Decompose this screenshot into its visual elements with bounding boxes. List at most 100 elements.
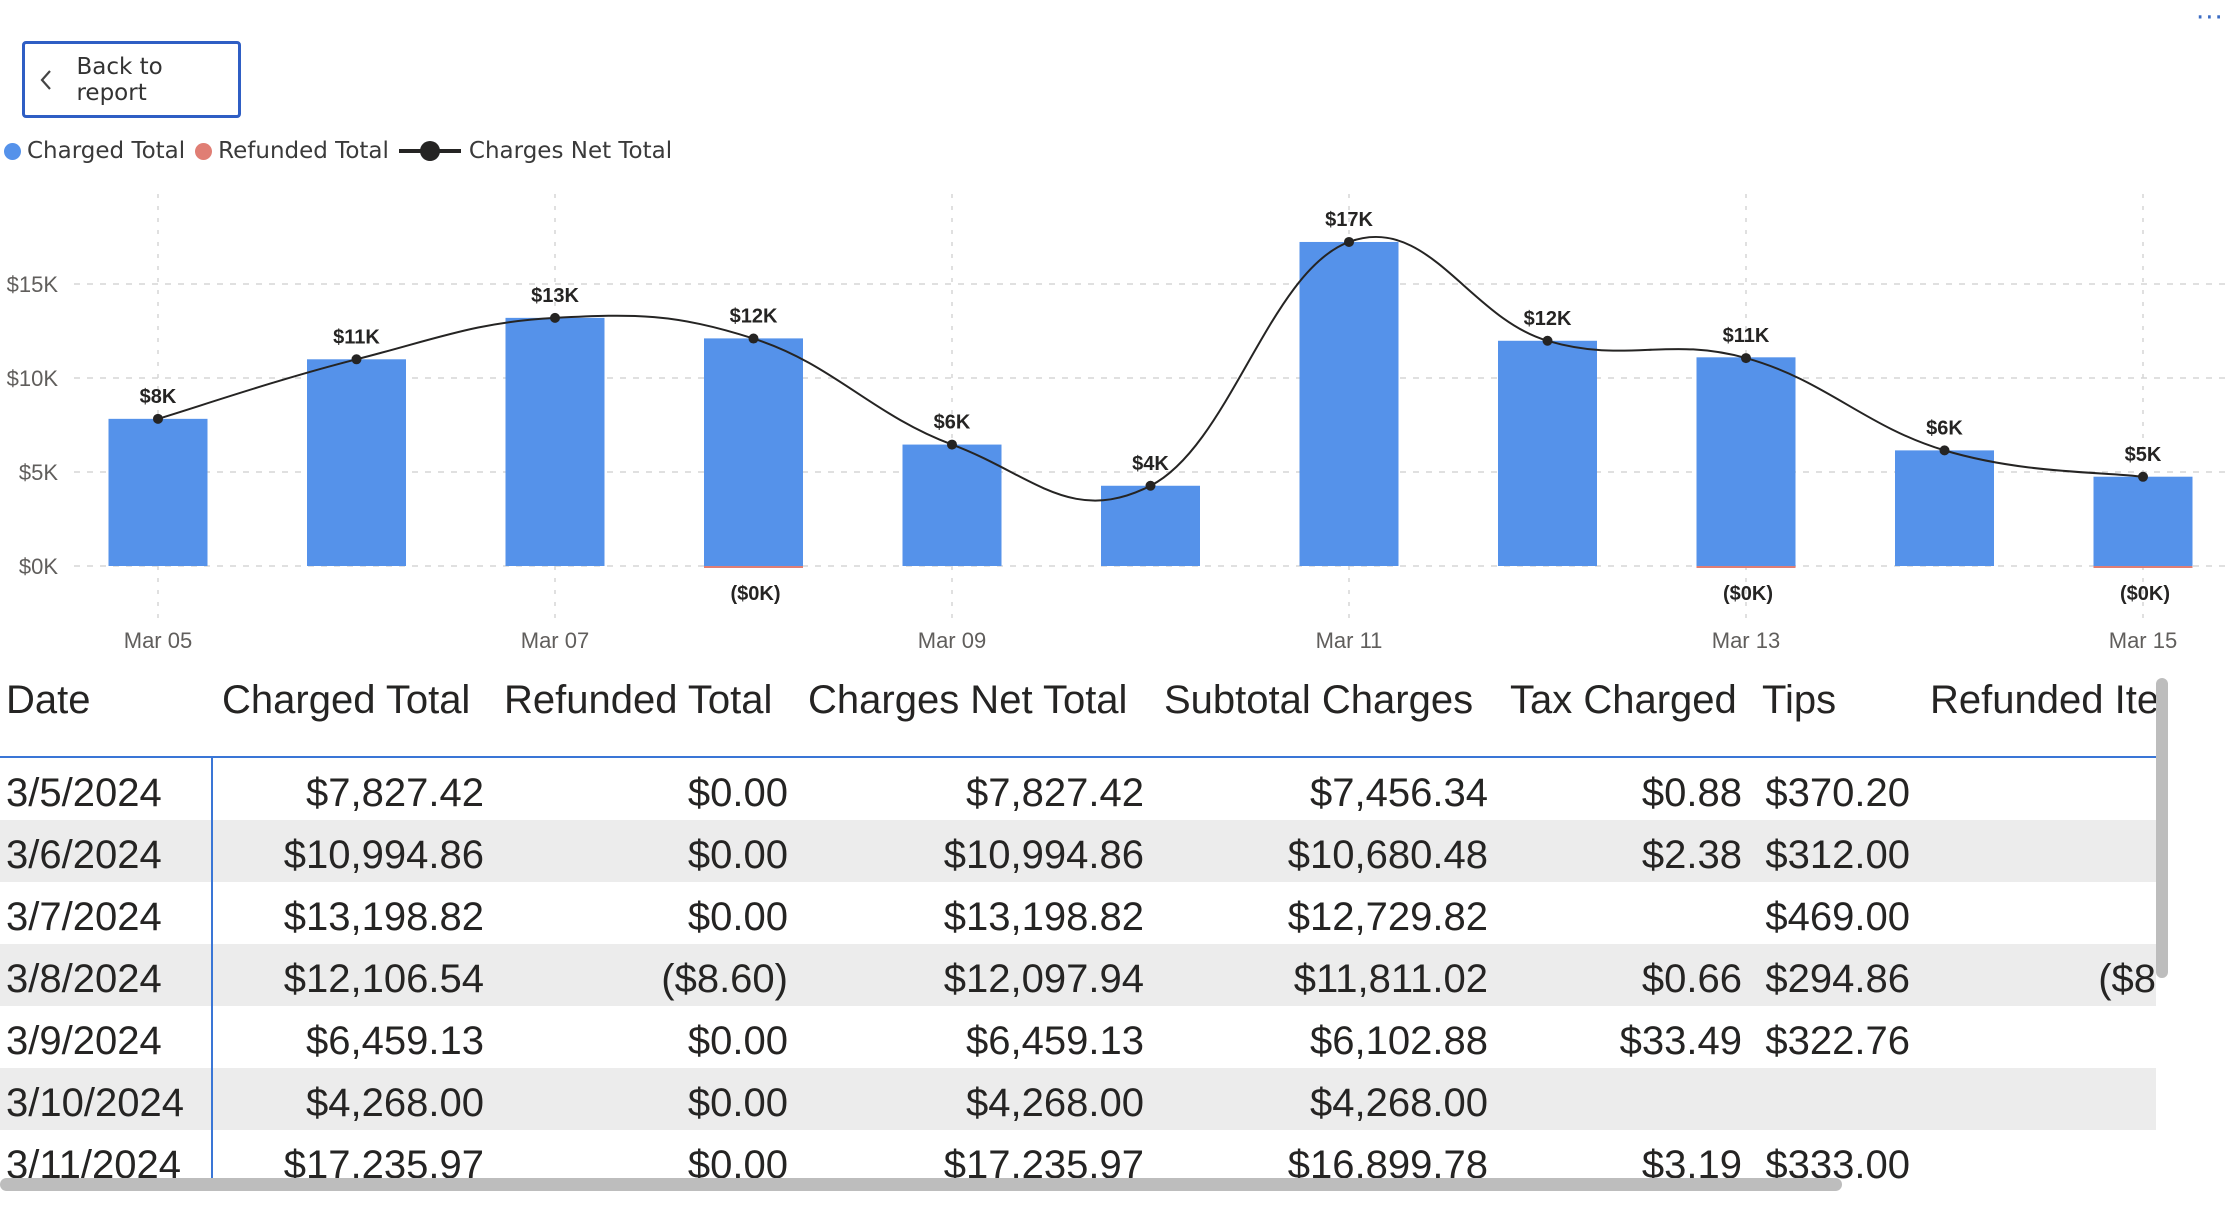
table-row[interactable]: 3/10/2024 $4,268.00 $0.00 $4,268.00 $4,268.0… bbox=[0, 1068, 2156, 1130]
table-cell-date: 3/5/2024 bbox=[6, 771, 162, 815]
table-row[interactable]: 3/5/2024 $7,827.42 $0.00 $7,827.42 $7,456.34… bbox=[0, 758, 2156, 820]
bar-refunded-total bbox=[1696, 566, 1796, 568]
table-cell-refunded-total: $0.00 bbox=[687, 1143, 788, 1180]
bar-charged-total bbox=[1101, 485, 1200, 566]
table-cell-tips: $294.86 bbox=[1765, 957, 1910, 1001]
point-charges-net-total bbox=[550, 312, 560, 323]
table-cell-date: 3/6/2024 bbox=[6, 833, 162, 877]
table-cell-charged-total: $17,235.97 bbox=[283, 1143, 484, 1180]
table-cell-date: 3/10/2024 bbox=[6, 1081, 184, 1125]
table-cell-refunded-ite: ($8 bbox=[2098, 957, 2156, 1001]
data-label-net-total: $6K bbox=[934, 412, 971, 434]
table-row[interactable]: 3/8/2024 $12,106.54 ($8.60) $12,097.94 $11,8… bbox=[0, 944, 2156, 1006]
table-row[interactable]: 3/6/2024 $10,994.86 $0.00 $10,994.86 $10,680… bbox=[0, 820, 2156, 882]
table-cell-refunded-total: $0.00 bbox=[687, 771, 788, 815]
legend-label: Charged Total bbox=[27, 138, 186, 164]
table-cell-tax-charged: $33.49 bbox=[1619, 1019, 1742, 1063]
daily-charges-chart: $0K $5K $10K $15K Mar 05 Mar 07 Mar 09 Mar 11 Ma… bbox=[7, 194, 2228, 653]
table-cell-refunded-ite bbox=[1930, 758, 2156, 820]
table-cell-refunded-ite bbox=[1930, 1130, 2156, 1180]
bar-charged-total bbox=[307, 359, 406, 566]
bar-refunded-total bbox=[2093, 566, 2193, 568]
table-cell-charged-total: $12,106.54 bbox=[283, 957, 484, 1001]
bar-charged-total bbox=[704, 338, 803, 566]
table-cell-charges-net-total: $12,097.94 bbox=[943, 957, 1144, 1001]
table-cell-refunded-total: $0.00 bbox=[687, 1019, 788, 1063]
column-header-refunded-ite[interactable]: Refunded Ite bbox=[1930, 678, 2160, 722]
legend-swatch-refunded bbox=[195, 142, 213, 160]
legend-item-charges-net-total[interactable]: Charges Net Total bbox=[398, 138, 673, 164]
bar-charged-total bbox=[1696, 357, 1796, 566]
point-charges-net-total bbox=[153, 413, 163, 424]
back-to-report-button[interactable]: Back to report bbox=[22, 41, 241, 118]
column-header-date[interactable]: Date bbox=[6, 678, 91, 722]
legend-item-refunded-total[interactable]: Refunded Total bbox=[195, 138, 389, 164]
point-charges-net-total bbox=[1939, 445, 1950, 456]
table-row[interactable]: 3/11/2024 $17,235.97 $0.00 $17,235.97 $16,89… bbox=[0, 1130, 2156, 1180]
bar-refunded-total bbox=[704, 566, 803, 568]
table-row[interactable]: 3/7/2024 $13,198.82 $0.00 $13,198.82 $12,729… bbox=[0, 882, 2156, 944]
table-cell-tips bbox=[1762, 1068, 1910, 1130]
bar-charged-total bbox=[1299, 241, 1399, 567]
data-label-net-total: $11K bbox=[333, 326, 380, 348]
table-cell-refunded-total: $0.00 bbox=[687, 833, 788, 877]
point-charges-net-total bbox=[1344, 236, 1354, 247]
bar-charged-total bbox=[902, 444, 1002, 566]
bar-charged-total bbox=[505, 317, 605, 566]
x-tick-label: Mar 11 bbox=[1316, 628, 1383, 653]
data-label-net-total: $4K bbox=[1132, 453, 1169, 475]
column-header-subtotal-charges[interactable]: Subtotal Charges bbox=[1164, 678, 1474, 722]
header-divider bbox=[0, 756, 2156, 758]
data-label-net-total: $5K bbox=[2125, 444, 2162, 466]
column-header-charged-total[interactable]: Charged Total bbox=[222, 678, 471, 722]
chevron-left-icon bbox=[39, 69, 76, 91]
table-cell-subtotal-charges: $12,729.82 bbox=[1287, 895, 1488, 939]
data-label-net-total: $8K bbox=[140, 386, 177, 408]
table-cell-tax-charged: $0.88 bbox=[1641, 771, 1742, 815]
table-cell-date: 3/8/2024 bbox=[6, 957, 162, 1001]
bar-charged-total bbox=[1895, 450, 1994, 566]
y-tick-label: $10K bbox=[7, 366, 59, 391]
legend-swatch-net bbox=[398, 141, 461, 161]
data-label-net-total: $17K bbox=[1325, 209, 1373, 231]
row-header-divider bbox=[211, 757, 213, 1180]
legend-swatch-charged bbox=[4, 142, 21, 160]
table-cell-charges-net-total: $4,268.00 bbox=[966, 1081, 1144, 1125]
table-cell-tips: $322.76 bbox=[1765, 1019, 1910, 1063]
table-cell-tips: $333.00 bbox=[1765, 1143, 1910, 1180]
table-cell-subtotal-charges: $6,102.88 bbox=[1310, 1019, 1488, 1063]
table-cell-subtotal-charges: $16,899.78 bbox=[1287, 1143, 1488, 1180]
table-cell-subtotal-charges: $11,811.02 bbox=[1293, 957, 1488, 1001]
table-cell-charged-total: $7,827.42 bbox=[306, 771, 484, 815]
table-cell-date: 3/11/2024 bbox=[6, 1143, 181, 1180]
vertical-scrollbar[interactable] bbox=[2156, 678, 2168, 978]
table-cell-tax-charged bbox=[1508, 1068, 1742, 1130]
table-cell-refunded-ite bbox=[1930, 1068, 2156, 1130]
table-cell-tips: $370.20 bbox=[1765, 771, 1910, 815]
x-tick-label: Mar 07 bbox=[521, 628, 589, 653]
column-header-refunded-total[interactable]: Refunded Total bbox=[504, 678, 773, 722]
column-header-charges-net-total[interactable]: Charges Net Total bbox=[808, 678, 1128, 722]
table-cell-refunded-total: $0.00 bbox=[687, 1081, 788, 1125]
column-header-tax-charged[interactable]: Tax Charged bbox=[1510, 678, 1737, 722]
data-label-refunded: ($0K) bbox=[730, 583, 780, 605]
legend-label: Refunded Total bbox=[218, 138, 389, 164]
column-header-tips[interactable]: Tips bbox=[1762, 678, 1837, 722]
y-tick-label: $15K bbox=[7, 272, 59, 297]
table-cell-refunded-total: ($8.60) bbox=[661, 957, 788, 1001]
table-row[interactable]: 3/9/2024 $6,459.13 $0.00 $6,459.13 $6,102.88… bbox=[0, 1006, 2156, 1068]
table-cell-subtotal-charges: $7,456.34 bbox=[1310, 771, 1488, 815]
more-options-button[interactable]: ··· bbox=[2196, 3, 2224, 33]
legend-item-charged-total[interactable]: Charged Total bbox=[4, 138, 185, 164]
data-label-net-total: $11K bbox=[1723, 325, 1770, 347]
legend-label: Charges Net Total bbox=[468, 138, 673, 164]
back-button-label: Back to report bbox=[76, 53, 163, 106]
line-charges-net-total bbox=[157, 235, 2144, 502]
point-charges-net-total bbox=[1542, 335, 1553, 346]
point-charges-net-total bbox=[1741, 353, 1751, 364]
point-charges-net-total bbox=[2138, 471, 2148, 482]
data-table: Date Charged Total Refunded Total Charges N… bbox=[0, 660, 2228, 1180]
table-cell-charges-net-total: $17,235.97 bbox=[943, 1143, 1144, 1180]
table-cell-tax-charged: $2.38 bbox=[1641, 833, 1742, 877]
horizontal-scrollbar[interactable] bbox=[0, 1178, 1842, 1191]
